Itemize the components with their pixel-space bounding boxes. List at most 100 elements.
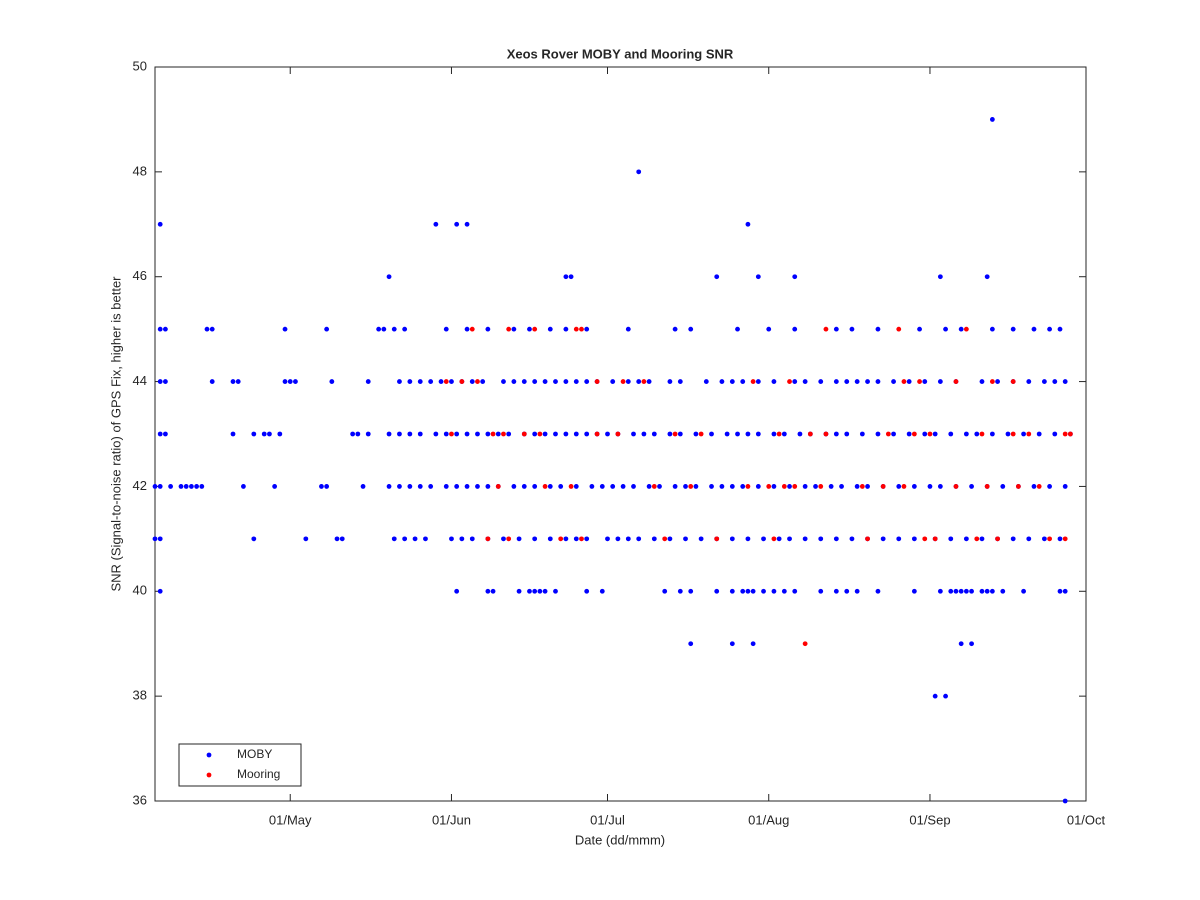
point [157,221,163,227]
x-tick-label: 01/Aug [748,812,789,827]
point [615,431,621,437]
point [454,431,460,437]
point [625,379,631,384]
point [1010,379,1016,384]
point [324,326,330,332]
point [1052,431,1058,437]
point [719,379,725,384]
point [771,484,777,489]
point [506,536,512,542]
point [402,326,408,332]
point [1041,379,1047,384]
point [553,379,558,384]
point [485,588,491,594]
point [303,536,309,542]
point [553,588,558,594]
point [516,588,522,594]
point [183,484,189,489]
point [287,379,293,384]
point [454,484,460,489]
point [880,536,886,542]
point [974,431,980,437]
point [792,326,798,332]
point [787,379,792,384]
point [854,484,860,489]
point [324,484,330,489]
point [620,484,626,489]
point [563,536,569,542]
point [896,536,902,542]
point [922,431,928,437]
point [1010,326,1016,332]
point [771,431,777,437]
point [646,379,652,384]
x-tick-label: 01/Oct [1067,812,1106,827]
point [1057,326,1063,332]
point [963,588,969,594]
point [485,536,491,542]
point [480,379,486,384]
point [511,484,517,489]
point [911,536,917,542]
point [329,379,335,384]
point [875,431,881,437]
point [875,379,881,384]
point [906,379,912,384]
point [163,379,168,384]
x-tick-label: 01/Sep [909,812,950,827]
point [880,484,886,489]
point [584,588,590,594]
y-tick-label: 46 [133,268,147,283]
point [969,588,974,594]
point [433,221,439,227]
y-tick-label: 44 [133,373,147,388]
point [958,641,964,647]
point [350,431,356,437]
point [958,326,964,332]
point [542,379,548,384]
point [989,588,995,594]
point [719,484,725,489]
y-tick-label: 36 [133,792,147,807]
point [922,379,928,384]
point [641,431,647,437]
point [1015,484,1021,489]
point [459,536,465,542]
point [209,379,215,384]
point [729,641,735,647]
point [896,484,902,489]
point [714,274,720,280]
point [979,431,985,437]
point [818,379,824,384]
point [771,536,777,542]
point [859,431,865,437]
point [521,379,527,384]
point [625,536,631,542]
point [844,588,850,594]
point [750,379,756,384]
point [989,379,995,384]
point [594,379,600,384]
point [506,431,512,437]
point [553,431,558,437]
point [417,431,423,437]
point [1062,798,1068,804]
point [792,379,798,384]
point [932,536,938,542]
legend-label: MOBY [237,747,272,761]
point [605,431,610,437]
point [391,536,397,542]
point [443,431,449,437]
point [558,484,564,489]
point [662,536,668,542]
point [527,326,532,332]
point [948,588,954,594]
point [766,326,772,332]
point [989,431,995,437]
point [807,431,813,437]
point [511,379,517,384]
point [974,536,980,542]
point [443,484,449,489]
point [833,326,839,332]
